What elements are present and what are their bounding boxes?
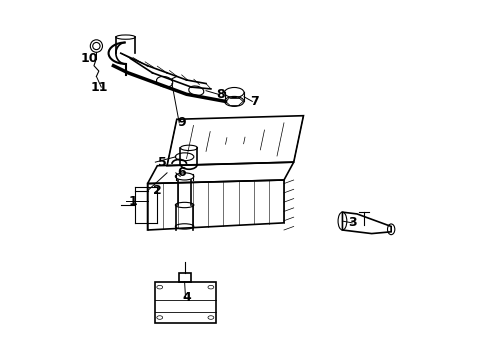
Bar (155, 282, 216, 323)
Text: 8: 8 (216, 88, 225, 101)
Bar (179, 273, 191, 282)
Text: 9: 9 (177, 116, 186, 129)
Text: 1: 1 (128, 195, 137, 208)
Text: 11: 11 (90, 81, 108, 94)
Text: 5: 5 (158, 156, 167, 168)
Text: 7: 7 (250, 95, 259, 108)
Text: 10: 10 (80, 52, 98, 65)
Text: 6: 6 (177, 166, 186, 179)
Text: 3: 3 (348, 216, 357, 229)
Text: 2: 2 (153, 184, 162, 197)
Text: 4: 4 (182, 291, 191, 305)
